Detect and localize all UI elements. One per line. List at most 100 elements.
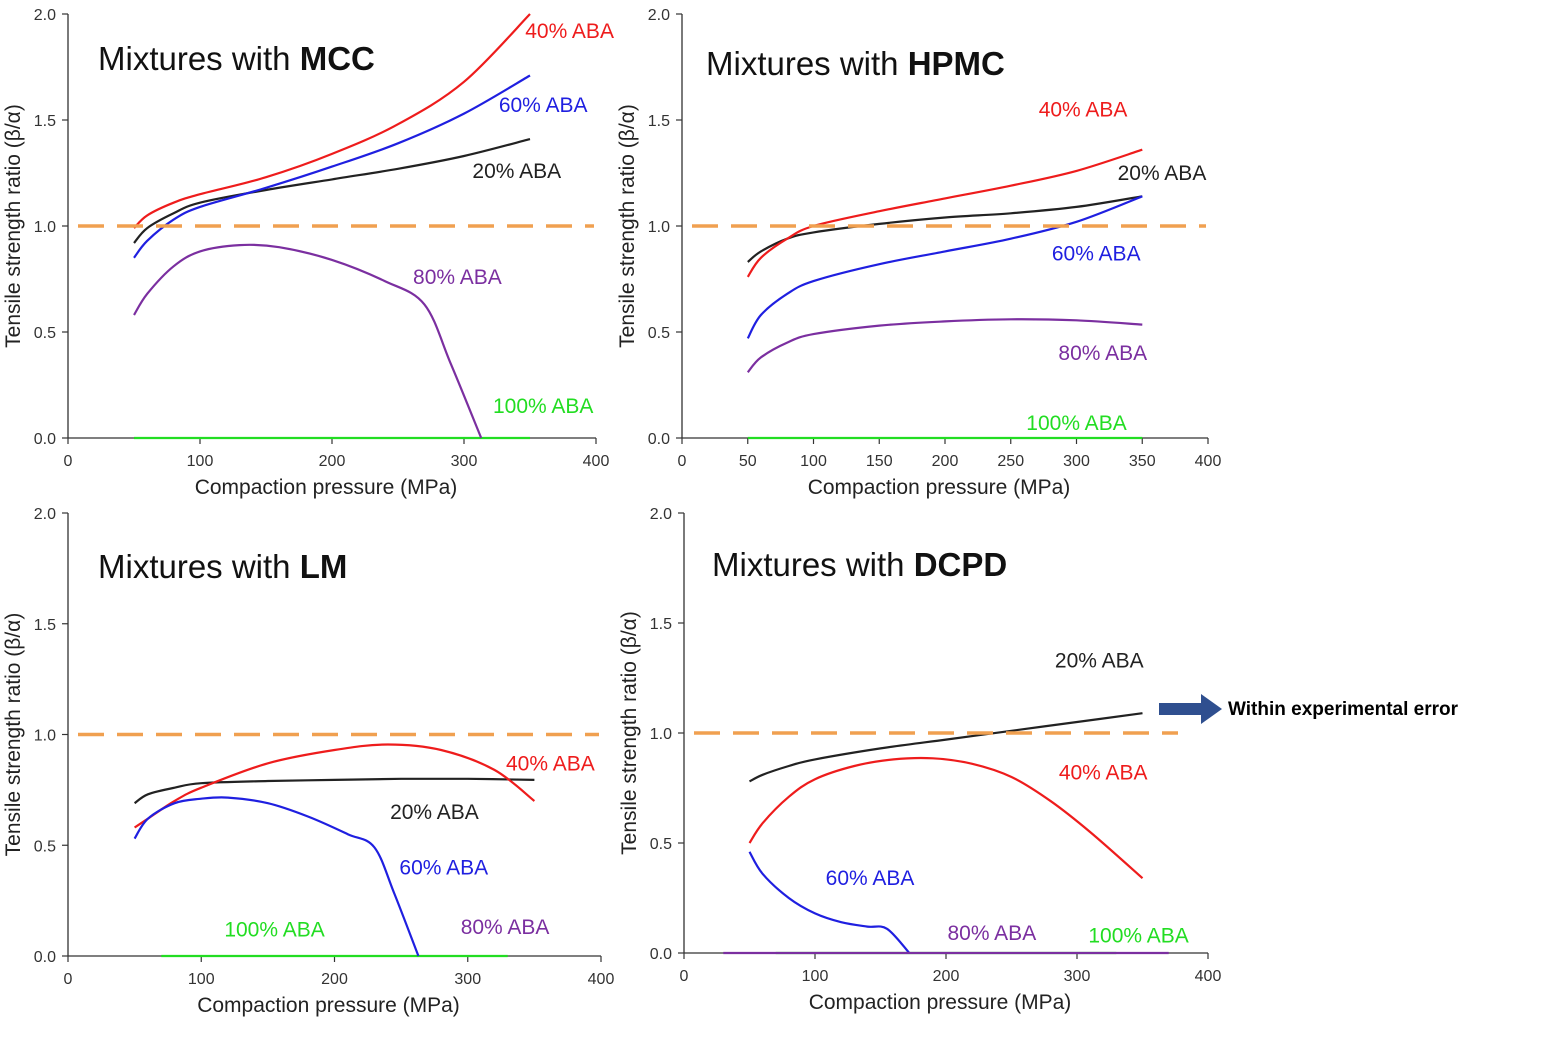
series-label-100pct-aba: 100% ABA bbox=[493, 395, 593, 418]
x-tick-label: 0 bbox=[680, 968, 689, 985]
panel-title-prefix: Mixtures with bbox=[712, 546, 914, 583]
series-label-60pct-aba: 60% ABA bbox=[1052, 243, 1141, 266]
y-axis-label: Tensile strength ratio (β/α) bbox=[616, 104, 639, 348]
y-tick-label: 0.0 bbox=[648, 431, 670, 448]
y-tick-label: 2.0 bbox=[650, 506, 672, 523]
series-label-80pct-aba: 80% ABA bbox=[1058, 342, 1147, 365]
panel-title-material: MCC bbox=[300, 40, 375, 77]
y-tick-label: 0.0 bbox=[34, 949, 56, 966]
y-tick-label: 2.0 bbox=[34, 506, 56, 523]
series-label-40pct-aba: 40% ABA bbox=[1059, 762, 1148, 785]
series-label-60pct-aba: 60% ABA bbox=[399, 856, 488, 879]
y-tick-label: 0.5 bbox=[650, 836, 672, 853]
x-tick-label: 50 bbox=[739, 453, 757, 470]
panel-title: Mixtures with MCC bbox=[98, 40, 375, 77]
x-tick-label: 300 bbox=[451, 453, 478, 470]
series-line-80pct-aba bbox=[133, 243, 483, 439]
series-label-20pct-aba: 20% ABA bbox=[390, 801, 479, 824]
y-tick-label: 1.5 bbox=[34, 617, 56, 634]
series-label-100pct-aba: 100% ABA bbox=[224, 918, 324, 941]
chart-panel-lm: 0 100 200 300 400 0.0 0.5 1.0 1.5 2.0 Compaction p… bbox=[2, 506, 614, 1017]
x-axis-label: Compaction pressure (MPa) bbox=[195, 476, 458, 499]
series-line-60pct-aba bbox=[133, 74, 531, 259]
x-axis-label: Compaction pressure (MPa) bbox=[808, 476, 1071, 499]
series-line-40pct-aba bbox=[133, 13, 531, 229]
series-label-40pct-aba: 40% ABA bbox=[1039, 98, 1128, 121]
series-line-20pct-aba bbox=[133, 777, 535, 805]
x-tick-label: 400 bbox=[1195, 968, 1222, 985]
series-line-20pct-aba bbox=[133, 138, 531, 244]
x-axis-label: Compaction pressure (MPa) bbox=[809, 991, 1072, 1014]
y-tick-label: 1.0 bbox=[650, 726, 672, 743]
series-line-20pct-aba bbox=[747, 195, 1143, 263]
series-label-40pct-aba: 40% ABA bbox=[525, 20, 614, 43]
series-label-20pct-aba: 20% ABA bbox=[472, 160, 561, 183]
annotation-text: Within experimental error bbox=[1228, 699, 1459, 720]
annotation-arrow-shaft bbox=[1159, 703, 1201, 715]
x-tick-label: 150 bbox=[866, 453, 893, 470]
x-tick-label: 400 bbox=[1195, 453, 1222, 470]
x-tick-label: 100 bbox=[188, 971, 215, 988]
x-tick-label: 0 bbox=[64, 453, 73, 470]
series-label-100pct-aba: 100% ABA bbox=[1088, 924, 1188, 947]
panel-title: Mixtures with LM bbox=[98, 548, 347, 585]
y-tick-label: 1.5 bbox=[648, 113, 670, 130]
x-tick-label: 250 bbox=[997, 453, 1024, 470]
x-tick-label: 200 bbox=[933, 968, 960, 985]
y-tick-label: 1.0 bbox=[648, 219, 670, 236]
y-axis-label: Tensile strength ratio (β/α) bbox=[618, 611, 641, 855]
x-tick-label: 100 bbox=[802, 968, 829, 985]
y-tick-label: 1.0 bbox=[34, 219, 56, 236]
series-line-80pct-aba bbox=[746, 318, 1143, 374]
x-tick-label: 400 bbox=[583, 453, 610, 470]
y-tick-label: 0.5 bbox=[34, 325, 56, 342]
y-axis-label: Tensile strength ratio (β/α) bbox=[2, 613, 25, 857]
x-tick-label: 0 bbox=[64, 971, 73, 988]
chart-panel-mcc: 0 100 200 300 400 0.0 0.5 1.0 1.5 2.0 Compaction p… bbox=[2, 7, 614, 499]
series-line-20pct-aba bbox=[748, 712, 1143, 783]
panel-title: Mixtures with DCPD bbox=[712, 546, 1007, 583]
series-label-100pct-aba: 100% ABA bbox=[1026, 412, 1126, 435]
y-tick-label: 1.0 bbox=[34, 728, 56, 745]
chart-panel-hpmc: 0 50 100 150 200 250 300 350 400 0.0 0.5 1.0 1.5 2.0 C… bbox=[616, 7, 1221, 499]
x-tick-label: 100 bbox=[187, 453, 214, 470]
y-tick-label: 1.5 bbox=[650, 616, 672, 633]
y-axis-label: Tensile strength ratio (β/α) bbox=[2, 104, 25, 348]
annotation: Within experimental error bbox=[1159, 694, 1459, 724]
x-tick-label: 100 bbox=[800, 453, 827, 470]
x-tick-label: 300 bbox=[1064, 968, 1091, 985]
panel-title-prefix: Mixtures with bbox=[98, 40, 300, 77]
panel-title: Mixtures with HPMC bbox=[706, 45, 1005, 82]
x-tick-label: 200 bbox=[932, 453, 959, 470]
series-label-40pct-aba: 40% ABA bbox=[506, 752, 595, 775]
x-tick-label: 200 bbox=[319, 453, 346, 470]
x-tick-label: 300 bbox=[1063, 453, 1090, 470]
y-tick-label: 0.0 bbox=[650, 946, 672, 963]
series-label-20pct-aba: 20% ABA bbox=[1118, 162, 1207, 185]
y-tick-label: 0.0 bbox=[34, 431, 56, 448]
series-line-40pct-aba bbox=[748, 756, 1144, 880]
x-tick-label: 400 bbox=[588, 971, 615, 988]
x-tick-label: 300 bbox=[454, 971, 481, 988]
panel-title-prefix: Mixtures with bbox=[98, 548, 300, 585]
series-line-60pct-aba bbox=[133, 796, 420, 957]
series-label-60pct-aba: 60% ABA bbox=[826, 867, 915, 890]
series-label-80pct-aba: 80% ABA bbox=[413, 266, 502, 289]
x-tick-label: 350 bbox=[1129, 453, 1156, 470]
x-tick-label: 0 bbox=[678, 453, 687, 470]
series-label-80pct-aba: 80% ABA bbox=[947, 922, 1036, 945]
x-tick-label: 200 bbox=[321, 971, 348, 988]
chart-panel-dcpd: 0 100 200 300 400 0.0 0.5 1.0 1.5 2.0 Compaction p… bbox=[618, 506, 1221, 1014]
panel-title-material: HPMC bbox=[908, 45, 1005, 82]
x-axis-label: Compaction pressure (MPa) bbox=[197, 994, 460, 1017]
y-tick-label: 2.0 bbox=[648, 7, 670, 24]
y-tick-label: 0.5 bbox=[648, 325, 670, 342]
series-line-60pct-aba bbox=[748, 851, 911, 954]
annotation-arrow-head bbox=[1201, 694, 1222, 724]
series-line-40pct-aba bbox=[746, 148, 1143, 278]
y-tick-label: 1.5 bbox=[34, 113, 56, 130]
series-label-60pct-aba: 60% ABA bbox=[499, 94, 588, 117]
y-tick-label: 2.0 bbox=[34, 7, 56, 24]
panel-title-material: DCPD bbox=[914, 546, 1008, 583]
